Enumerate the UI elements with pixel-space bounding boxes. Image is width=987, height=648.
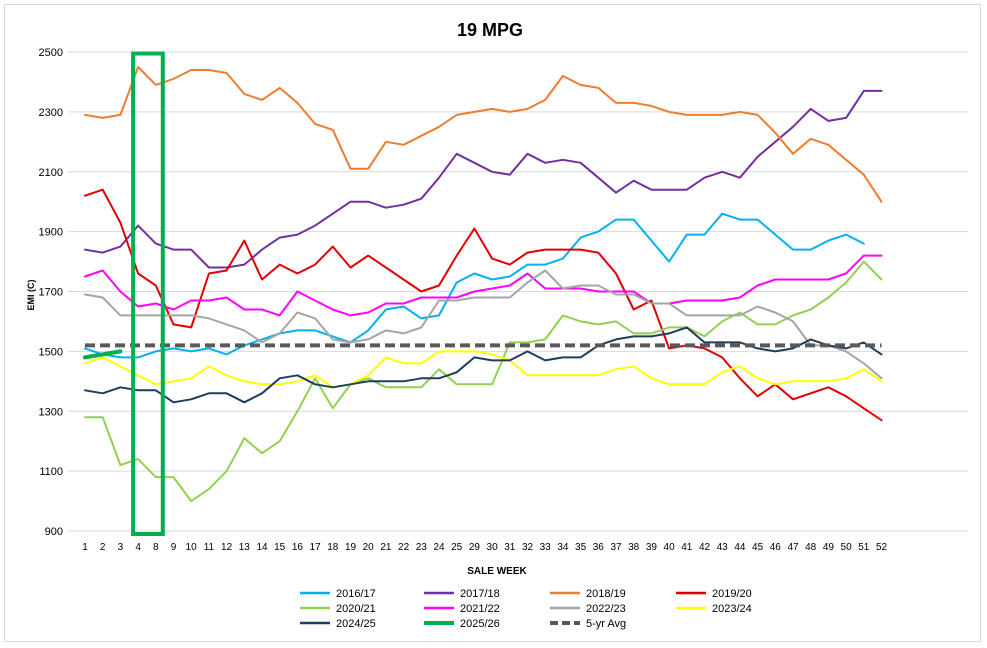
y-tick-label: 2300 [39, 107, 63, 119]
x-tick-label: 14 [256, 542, 268, 553]
series-line-2017-18 [84, 89, 883, 269]
x-tick-label: 47 [787, 542, 799, 553]
x-tick-label: 11 [204, 542, 215, 553]
x-tick-label: 32 [522, 542, 534, 553]
y-tick-label: 1900 [39, 227, 63, 239]
x-tick-label: 44 [734, 542, 746, 553]
x-tick-label: 23 [416, 542, 428, 553]
x-tick-label: 22 [398, 542, 410, 553]
x-tick-label: 37 [610, 542, 622, 553]
y-tick-label: 1300 [39, 406, 63, 418]
y-tick-label: 2500 [39, 47, 63, 59]
y-axis-label: EMI (C) [26, 280, 36, 311]
x-tick-label: 16 [292, 542, 304, 553]
legend-label-2024-25: 2024/25 [336, 618, 376, 630]
x-tick-label: 40 [664, 542, 676, 553]
x-tick-label: 20 [363, 542, 375, 553]
x-tick-label: 24 [433, 542, 445, 553]
legend-label-2022-23: 2022/23 [586, 603, 626, 615]
series-line-2018-19 [84, 66, 883, 203]
x-tick-label: 38 [628, 542, 640, 553]
x-tick-label: 18 [327, 542, 339, 553]
legend-label-2021-22: 2021/22 [460, 603, 500, 615]
x-tick-label: 9 [171, 542, 177, 553]
legend-label-2025-26: 2025/26 [460, 618, 500, 630]
x-tick-label: 4 [135, 542, 141, 553]
legend-label-2023-24: 2023/24 [712, 603, 752, 615]
x-tick-label: 43 [717, 542, 729, 553]
chart-area [4, 4, 981, 642]
legend-label-2017-18: 2017/18 [460, 588, 500, 600]
series-line-2021-22 [84, 254, 883, 317]
series-line-2024-25 [84, 326, 883, 404]
x-tick-label: 19 [345, 542, 357, 553]
x-axis-label: SALE WEEK [467, 566, 527, 577]
y-tick-label: 1700 [39, 287, 63, 299]
gridlines [68, 51, 968, 532]
x-tick-label: 21 [380, 542, 392, 553]
legend-label-2019-20: 2019/20 [712, 588, 752, 600]
series-line-2019-20 [84, 188, 883, 422]
x-tick-label: 3 [118, 542, 124, 553]
x-tick-label: 51 [858, 542, 870, 553]
x-tick-label: 33 [540, 542, 552, 553]
x-tick-label: 35 [575, 542, 587, 553]
x-tick-label: 42 [699, 542, 711, 553]
x-tick-label: 49 [823, 542, 835, 553]
x-tick-label: 45 [752, 542, 764, 553]
x-tick-label: 17 [310, 542, 322, 553]
x-tick-label: 30 [487, 542, 499, 553]
x-tick-label: 2 [100, 542, 106, 553]
legend-label-2020-21: 2020/21 [336, 603, 376, 615]
x-tick-label: 1 [82, 542, 88, 553]
legend-label-5-yr-avg: 5-yr Avg [586, 618, 626, 630]
x-tick-label: 52 [876, 542, 888, 553]
x-tick-label: 46 [770, 542, 782, 553]
x-tick-label: 48 [805, 542, 817, 553]
highlight-rect [131, 51, 165, 536]
legend-label-2016-17: 2016/17 [336, 588, 376, 600]
x-tick-label: 41 [681, 542, 693, 553]
x-tick-label: 10 [186, 542, 198, 553]
series-line-2022-23 [84, 269, 883, 380]
series-line-2016-17 [84, 212, 865, 359]
x-tick-label: 50 [841, 542, 853, 553]
y-tick-label: 1100 [39, 466, 63, 478]
y-tick-label: 1500 [39, 346, 63, 358]
series-lines [83, 66, 883, 503]
y-axis-ticks: 900 1100 1300 1500 1700 1900 2100 2300 2500 [39, 47, 63, 538]
x-tick-label: 25 [451, 542, 463, 553]
legend-label-2018-19: 2018/19 [586, 588, 626, 600]
x-axis-ticks: 1 2 3 4 8 9 10 11 12 13 14 15 16 17 18 19 20 21 22 23 24 25 29… [82, 542, 887, 553]
series-line-2023-24 [84, 350, 883, 389]
y-tick-label: 2100 [39, 167, 63, 179]
x-tick-label: 31 [504, 542, 516, 553]
x-tick-label: 15 [274, 542, 286, 553]
x-tick-label: 29 [469, 542, 481, 553]
legend: 2016/17 2017/18 2018/19 2019/20 2020/21 2021/… [300, 588, 752, 630]
x-tick-label: 8 [153, 542, 159, 553]
x-tick-label: 34 [557, 542, 569, 553]
chart-title: 19 MPG [457, 20, 523, 40]
x-tick-label: 36 [593, 542, 605, 553]
series-line-2020-21 [84, 260, 883, 503]
y-tick-label: 900 [45, 526, 63, 538]
x-tick-label: 12 [221, 542, 233, 553]
x-tick-label: 39 [646, 542, 658, 553]
series-line-2025-26 [83, 349, 123, 360]
highlight-box [131, 51, 165, 536]
x-tick-label: 13 [239, 542, 251, 553]
